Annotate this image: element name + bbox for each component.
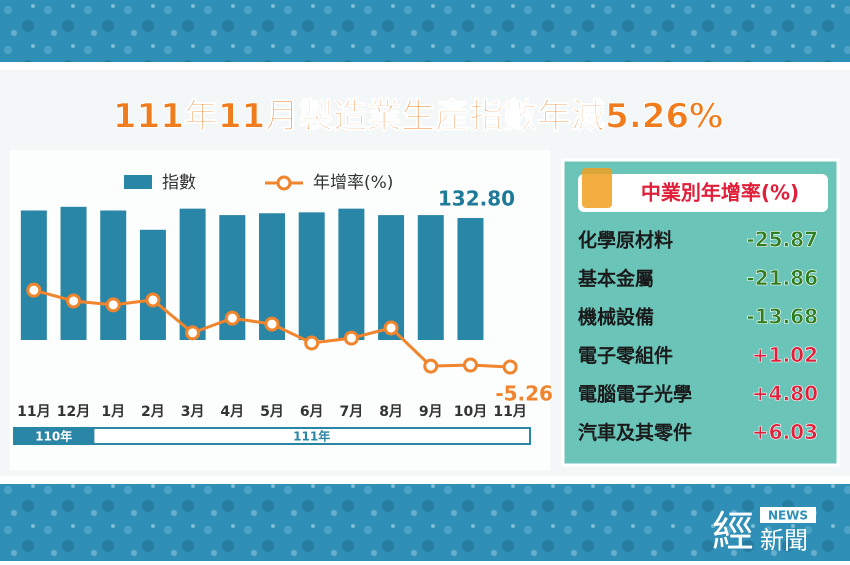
marker [26, 282, 42, 298]
marker [185, 325, 201, 341]
row-value: -13.68 [746, 305, 818, 329]
marker [224, 310, 240, 326]
logo-main: 經 [712, 507, 754, 556]
year-label: 111年 [293, 429, 330, 444]
marker [66, 293, 82, 309]
row-value: -25.87 [746, 228, 818, 252]
marker [502, 359, 518, 375]
stripe [0, 62, 850, 70]
title: 111年11月製造業生產指數年減5.26% [113, 97, 723, 137]
x-tick-label: 7月 [340, 404, 364, 420]
row-name: 電腦電子光學 [578, 383, 692, 406]
table-header [578, 174, 828, 212]
marker [145, 292, 161, 308]
marker [343, 330, 359, 346]
data-label: 132.80 [438, 187, 515, 211]
row-value: +6.03 [752, 420, 818, 444]
row-name: 電子零組件 [578, 344, 673, 367]
x-tick-label: 6月 [300, 404, 324, 420]
row-value: +1.02 [752, 343, 818, 367]
marker [264, 316, 280, 332]
logo-sub: 新聞 [760, 527, 808, 555]
year-band [92, 427, 531, 445]
row-value: +4.80 [752, 382, 818, 406]
row-name: 機械設備 [578, 306, 654, 329]
bar [338, 208, 365, 340]
row-name: 基本金屬 [577, 267, 654, 290]
logo-badge: NEWS [768, 509, 808, 523]
x-tick-label: 3月 [181, 404, 205, 420]
bar [100, 210, 127, 340]
stripe [0, 476, 850, 484]
legend-label: 年增率(%) [313, 173, 393, 193]
bar [20, 210, 47, 340]
legend-marker [276, 175, 292, 191]
legend-label: 指數 [162, 173, 196, 193]
bar [457, 218, 484, 340]
x-tick-label: 5月 [260, 404, 284, 420]
bar [179, 208, 206, 340]
marker [105, 297, 121, 313]
marker [304, 335, 320, 351]
bar [139, 229, 166, 340]
row-name: 化學原材料 [578, 229, 673, 252]
year-label: 110年 [35, 429, 72, 444]
x-tick-label: 11月 [17, 404, 50, 420]
bar [378, 215, 405, 340]
marker [383, 320, 399, 336]
x-tick-label: 11月 [493, 404, 526, 420]
logo-badge-bg [760, 507, 816, 523]
row-name: 汽車及其零件 [578, 421, 692, 444]
data-label: -5.26 [495, 382, 553, 406]
robot-icon [582, 168, 612, 208]
row-value: -21.86 [746, 266, 818, 290]
table-rows: 化學原材料 -25.87 基本金屬 -21.86 機械設備 -13.68 電子零組件 +1.0… [577, 227, 818, 444]
table-title: 中業別年增率(%) [641, 181, 799, 205]
x-tick-label: 9月 [419, 404, 443, 420]
x-tick-label: 12月 [57, 404, 90, 420]
marker [423, 358, 439, 374]
x-tick-label: 8月 [379, 404, 403, 420]
x-tick-label: 2月 [141, 404, 165, 420]
marker [462, 357, 478, 373]
bar [298, 212, 325, 340]
x-tick-label: 10月 [454, 404, 487, 420]
x-tick-label: 1月 [101, 404, 125, 420]
bar [60, 206, 87, 340]
x-tick-label: 4月 [220, 404, 244, 420]
legend-swatch [124, 175, 152, 189]
bar [417, 215, 444, 340]
